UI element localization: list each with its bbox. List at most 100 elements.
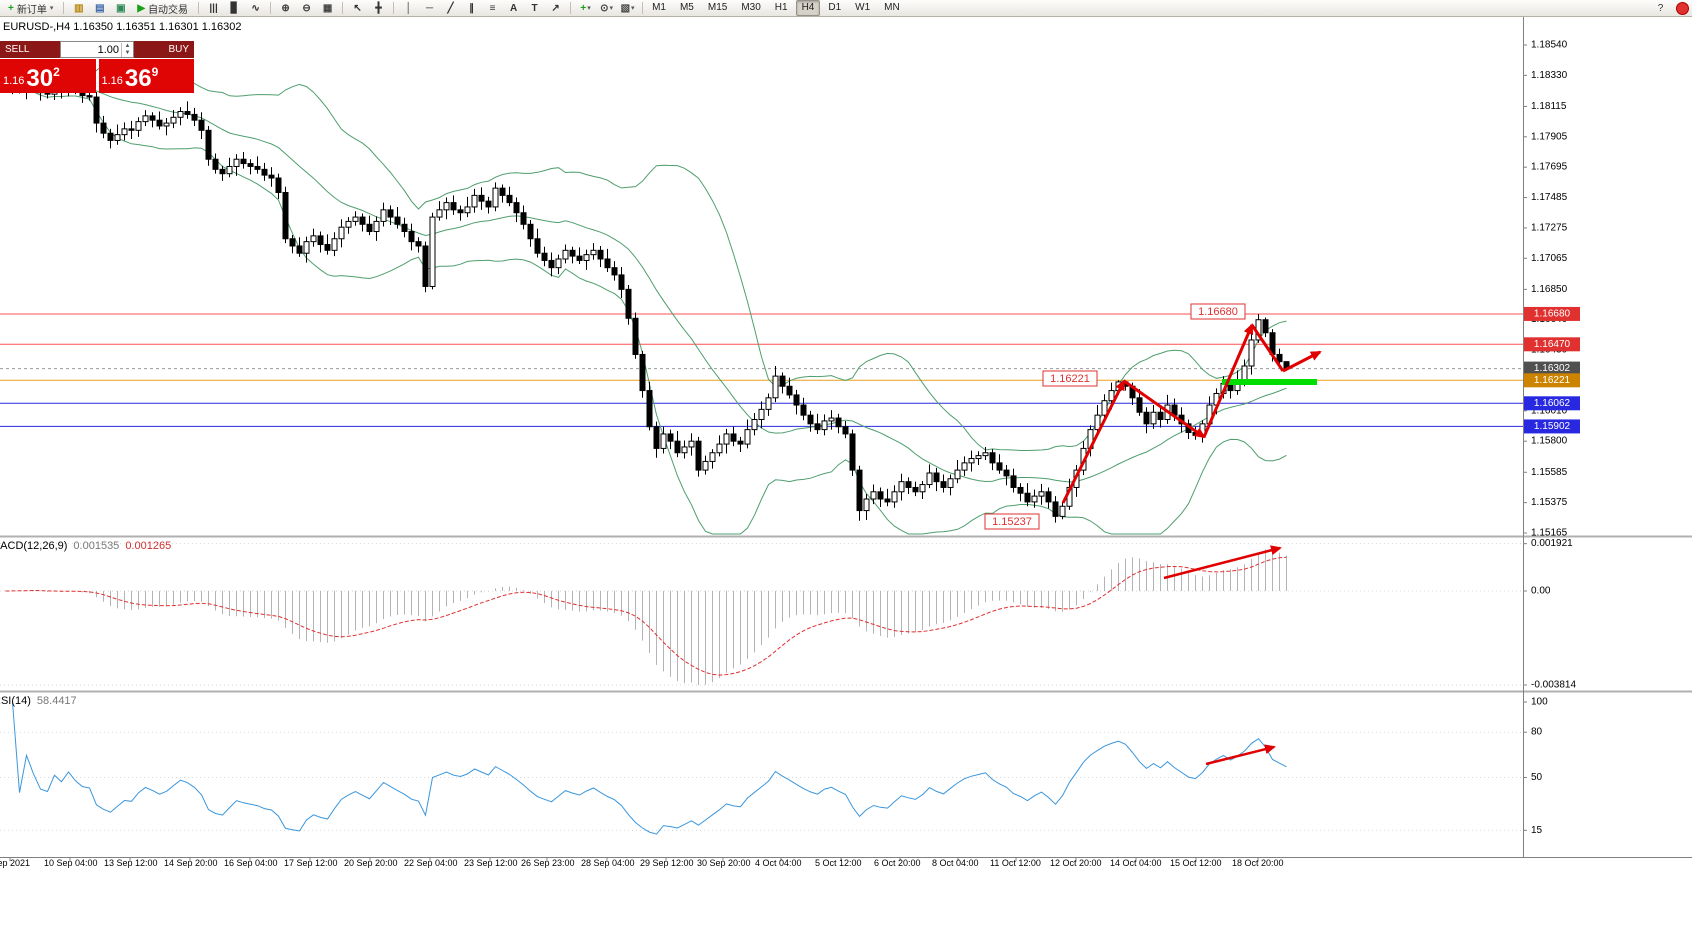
svg-text:1.16010: 1.16010: [1531, 405, 1568, 416]
tile-windows-icon[interactable]: ▦: [318, 0, 337, 17]
svg-text:14 Sep 20:00: 14 Sep 20:00: [164, 858, 218, 868]
buy-price-button[interactable]: 1.16 36 9: [98, 59, 194, 93]
bollinger-upper: [33, 59, 1287, 451]
fibonacci-icon[interactable]: ≡: [483, 0, 502, 17]
template-icon[interactable]: ▧ ▾: [618, 0, 637, 17]
new-order-button[interactable]: + 新订单 ▾: [3, 0, 58, 17]
timeframe-mn[interactable]: MN: [884, 2, 900, 13]
arrow-tool-icon: ↗: [551, 2, 560, 14]
time-axis[interactable]: 8 Sep 2021 10 Sep 04:00 13 Sep 12:00 14 Sep…: [0, 857, 1284, 868]
horizontal-line-icon[interactable]: ─: [420, 0, 439, 17]
bar-chart-icon: |||: [209, 2, 218, 14]
data-window-icon: ▣: [116, 2, 126, 14]
svg-text:29 Sep 12:00: 29 Sep 12:00: [640, 858, 694, 868]
timeframe-w1[interactable]: W1: [855, 2, 871, 13]
svg-text:5 Oct 12:00: 5 Oct 12:00: [815, 858, 862, 868]
periods-icon: ⊙: [600, 2, 609, 14]
rsi-trend-arrow[interactable]: [1205, 744, 1276, 766]
macd-trend-arrow[interactable]: [1163, 545, 1282, 580]
sell-price-button[interactable]: 1.16 30 2: [0, 59, 96, 93]
svg-text:1.17695: 1.17695: [1531, 162, 1568, 173]
support-zone-marker[interactable]: [1222, 379, 1317, 385]
data-window-icon[interactable]: ▣: [111, 0, 130, 17]
timeframe-m5[interactable]: M5: [679, 2, 694, 13]
price-annotations[interactable]: 1.16680 1.16221 1.15237: [984, 303, 1246, 530]
sell-button[interactable]: SELL: [0, 41, 60, 58]
panel-frame: [0, 17, 1692, 858]
charts-icon[interactable]: ▥: [69, 0, 88, 17]
zoom-in-icon[interactable]: ⊕: [276, 0, 295, 17]
horizontal-line-icon: ─: [426, 2, 434, 14]
svg-text:1.17905: 1.17905: [1531, 131, 1568, 142]
svg-text:1.18115: 1.18115: [1531, 101, 1567, 112]
svg-text:1.17275: 1.17275: [1531, 222, 1568, 233]
spinner-down-icon[interactable]: ▼: [124, 49, 131, 56]
timeframe-m30[interactable]: M30: [741, 2, 761, 13]
buy-button[interactable]: BUY: [134, 41, 194, 58]
text-icon[interactable]: A: [504, 0, 523, 17]
timeframe-h1[interactable]: H1: [774, 2, 788, 13]
crosshair-icon[interactable]: ╋: [369, 0, 388, 17]
svg-text:6 Oct 20:00: 6 Oct 20:00: [874, 858, 921, 868]
candlestick-chart-icon[interactable]: ▊: [225, 0, 244, 17]
trendline-icon[interactable]: ╱: [441, 0, 460, 17]
zoom-out-icon[interactable]: ⊖: [297, 0, 316, 17]
volume-spinner[interactable]: ▲ ▼: [121, 42, 133, 57]
svg-text:1.17485: 1.17485: [1531, 192, 1568, 203]
svg-text:1.15165: 1.15165: [1531, 528, 1568, 539]
toolbar: + 新订单 ▾ ▥ ▤ ▣ ▶ 自动交易 ||| ▊ ∿ ⊕ ⊖ ▦ ↖ ╋ │ ─ ╱ ∥ ≡ A T ↗ + ▾ ⊙ ▾ ▧ ▾ M1…: [0, 0, 1692, 17]
timeframe-m1[interactable]: M1: [652, 2, 666, 13]
channel-icon[interactable]: ∥: [462, 0, 481, 17]
toolbar-separator: [63, 2, 65, 14]
trend-arrows[interactable]: [1061, 323, 1322, 504]
vertical-line-icon[interactable]: │: [399, 0, 418, 17]
rsi-name: RSI(14): [0, 695, 31, 707]
crosshair-icon: ╋: [375, 2, 382, 14]
sell-price-sup: 2: [53, 65, 60, 79]
bollinger-bands: [33, 59, 1287, 535]
line-chart-icon: ∿: [251, 2, 260, 14]
community-icon[interactable]: [1676, 1, 1689, 15]
timeframe-d1[interactable]: D1: [828, 2, 842, 13]
volume-stepper[interactable]: 1.00 ▲ ▼: [60, 41, 134, 58]
help-button[interactable]: ?: [1657, 2, 1664, 14]
bollinger-lower: [33, 91, 1287, 535]
macd-panel: 0.001921 0.00 -0.003814: [0, 538, 1576, 690]
toolbar-separator: [342, 2, 344, 14]
volume-value[interactable]: 1.00: [97, 43, 119, 56]
cursor-icon[interactable]: ↖: [348, 0, 367, 17]
periods-icon[interactable]: ⊙ ▾: [597, 0, 616, 17]
one-click-trading-panel: SELL 1.00 ▲ ▼ BUY 1.16 30 2 1.16 36 9: [0, 41, 194, 93]
line-chart-icon[interactable]: ∿: [246, 0, 265, 17]
charts-icon: ▥: [74, 2, 84, 14]
bar-chart-icon[interactable]: |||: [204, 0, 223, 17]
text-icon: A: [509, 2, 518, 14]
svg-text:-0.003814: -0.003814: [1531, 679, 1576, 690]
timeframe-h4[interactable]: H4: [795, 0, 821, 16]
price-axis[interactable]: 1.18540 1.18330 1.18115 1.17905 1.17695 1.174…: [1523, 40, 1568, 539]
svg-text:1.15902: 1.15902: [1534, 421, 1571, 432]
timeframe-m15[interactable]: M15: [707, 2, 728, 13]
vertical-line-icon: │: [405, 2, 412, 14]
candlestick-series: [2, 72, 1290, 523]
auto-trading-button[interactable]: ▶ 自动交易: [132, 0, 193, 17]
svg-text:1.18540: 1.18540: [1531, 40, 1568, 51]
label-icon[interactable]: T: [525, 0, 544, 17]
svg-text:8 Sep 2021: 8 Sep 2021: [0, 858, 30, 868]
svg-text:80: 80: [1531, 727, 1543, 738]
spinner-up-icon[interactable]: ▲: [124, 42, 131, 49]
svg-text:1.16680: 1.16680: [1534, 308, 1571, 319]
rsi-header: RSI(14) 58.4417: [0, 695, 77, 707]
svg-text:1.16221: 1.16221: [1050, 373, 1090, 385]
arrow-tool-icon[interactable]: ↗: [546, 0, 565, 17]
profiles-icon[interactable]: ▤: [90, 0, 109, 17]
svg-text:23 Sep 12:00: 23 Sep 12:00: [464, 858, 518, 868]
rsi-panel: 100 80 50 15: [0, 697, 1548, 836]
chevron-down-icon: ▾: [49, 5, 54, 12]
svg-text:1.17065: 1.17065: [1531, 253, 1568, 264]
indicators-icon[interactable]: + ▾: [576, 0, 595, 17]
fibonacci-icon: ≡: [489, 2, 496, 14]
